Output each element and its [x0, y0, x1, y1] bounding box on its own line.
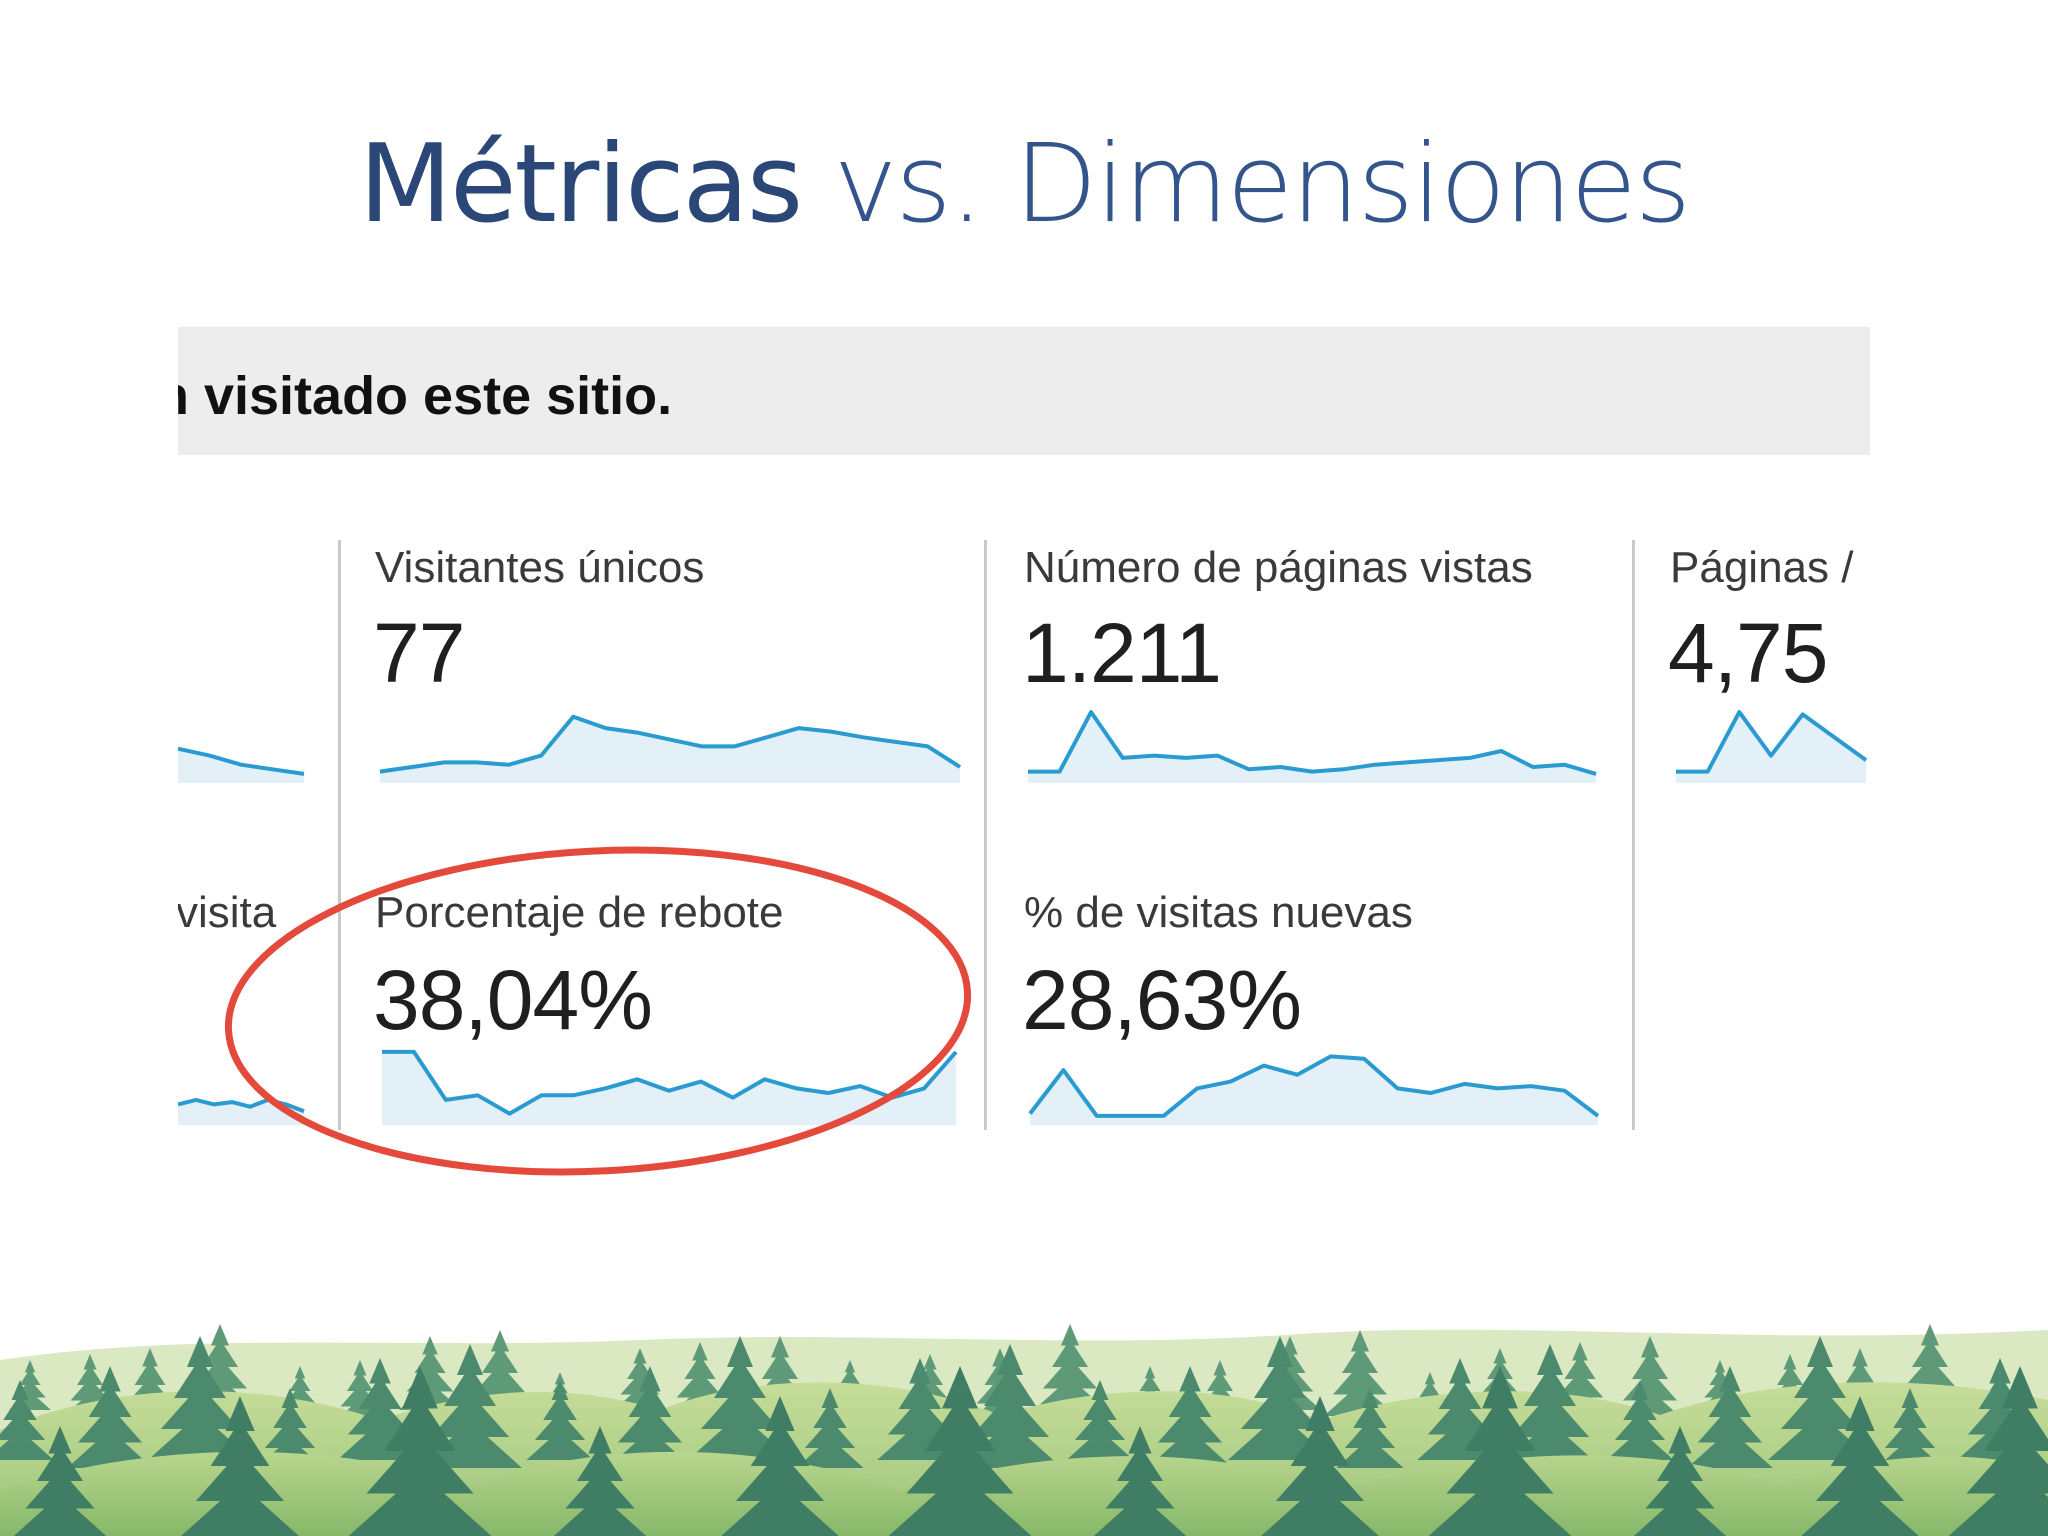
pine-tree	[721, 1396, 839, 1536]
metric-value-pages-per-visit: 4,75	[1668, 606, 1828, 700]
metric-label-pages-per-visit: Páginas /	[1670, 543, 1854, 592]
metric-value-new-visits: 28,63%	[1022, 953, 1302, 1047]
pine-tree	[348, 1366, 492, 1536]
sparkline-area	[1676, 712, 1866, 783]
pine-tree	[256, 1388, 324, 1468]
forest-hills-illustration	[0, 1324, 2048, 1536]
analytics-screenshot: n visitado este sitio. Visitantes únicos…	[178, 325, 1870, 1185]
pine-tree	[67, 1366, 153, 1468]
pine-tree	[1093, 1426, 1187, 1536]
sparkline-area	[1028, 712, 1596, 783]
pine-tree	[1613, 1336, 1687, 1422]
pine-tree	[553, 1426, 647, 1536]
sparkline-line	[1028, 1054, 1600, 1118]
sparkline-area	[1030, 1056, 1598, 1125]
pine-tree	[1767, 1336, 1873, 1460]
pine-tree	[1633, 1426, 1727, 1536]
screenshot-banner: n visitado este sitio.	[178, 327, 1870, 455]
metric-label-pageviews: Número de páginas vistas	[1024, 543, 1533, 592]
column-divider	[1632, 540, 1635, 1130]
slide-title-rest: vs. Dimensiones	[833, 122, 1691, 247]
pine-tree	[1606, 1380, 1674, 1460]
pine-tree	[1261, 1396, 1379, 1536]
metric-value-unique-visitors: 77	[373, 606, 465, 700]
pine-tree	[13, 1426, 107, 1536]
banner-text: n visitado este sitio.	[178, 366, 673, 426]
slide-title-strong: Métricas	[358, 122, 803, 247]
metric-label-new-visits: % de visitas nuevas	[1024, 888, 1413, 937]
sparkline-line	[178, 746, 305, 776]
pine-tree	[526, 1380, 594, 1460]
pine-tree	[147, 1336, 253, 1460]
metric-value-pageviews: 1.211	[1022, 606, 1222, 700]
sparkline-unique-visitors	[379, 714, 962, 783]
sparkline-new-visits	[1028, 1054, 1600, 1125]
pine-tree	[888, 1366, 1032, 1536]
pine-tree	[1687, 1366, 1773, 1468]
pine-tree	[1801, 1396, 1919, 1536]
metric-value-bounce-rate: 38,04%	[373, 953, 653, 1047]
pine-tree	[796, 1388, 864, 1468]
sparkline-visit-partial	[178, 1097, 305, 1125]
sparkline-line	[1676, 710, 1868, 774]
pine-tree	[1428, 1366, 1572, 1536]
pine-tree	[1336, 1388, 1404, 1468]
sparkline-bounce-rate	[382, 1049, 958, 1125]
pine-tree	[0, 1380, 54, 1460]
pine-tree	[1147, 1366, 1233, 1468]
pine-tree	[181, 1396, 299, 1536]
pine-tree	[1948, 1366, 2048, 1536]
sparkline-line	[1028, 710, 1597, 776]
pine-tree	[1876, 1388, 1944, 1468]
sparkline-pageviews	[1028, 710, 1597, 783]
sparkline-area	[380, 716, 960, 783]
pine-tree	[687, 1336, 793, 1460]
metric-label-bounce-rate: Porcentaje de rebote	[375, 888, 784, 937]
pine-tree	[1227, 1336, 1333, 1460]
metric-label-unique-visitors: Visitantes únicos	[375, 543, 705, 592]
metric-label-visit-partial: visita	[178, 888, 277, 937]
pine-tree	[1033, 1324, 1107, 1410]
slide-title: Métricas vs. Dimensiones	[0, 120, 2048, 250]
pine-tree	[607, 1366, 693, 1468]
column-divider	[338, 540, 341, 1130]
pine-tree	[1323, 1330, 1397, 1416]
sparkline-partial-left-top	[178, 746, 305, 783]
sparkline-line	[379, 714, 962, 774]
sparkline-pages-per-visit	[1676, 710, 1868, 783]
pine-tree	[1066, 1380, 1134, 1460]
column-divider	[984, 540, 987, 1130]
